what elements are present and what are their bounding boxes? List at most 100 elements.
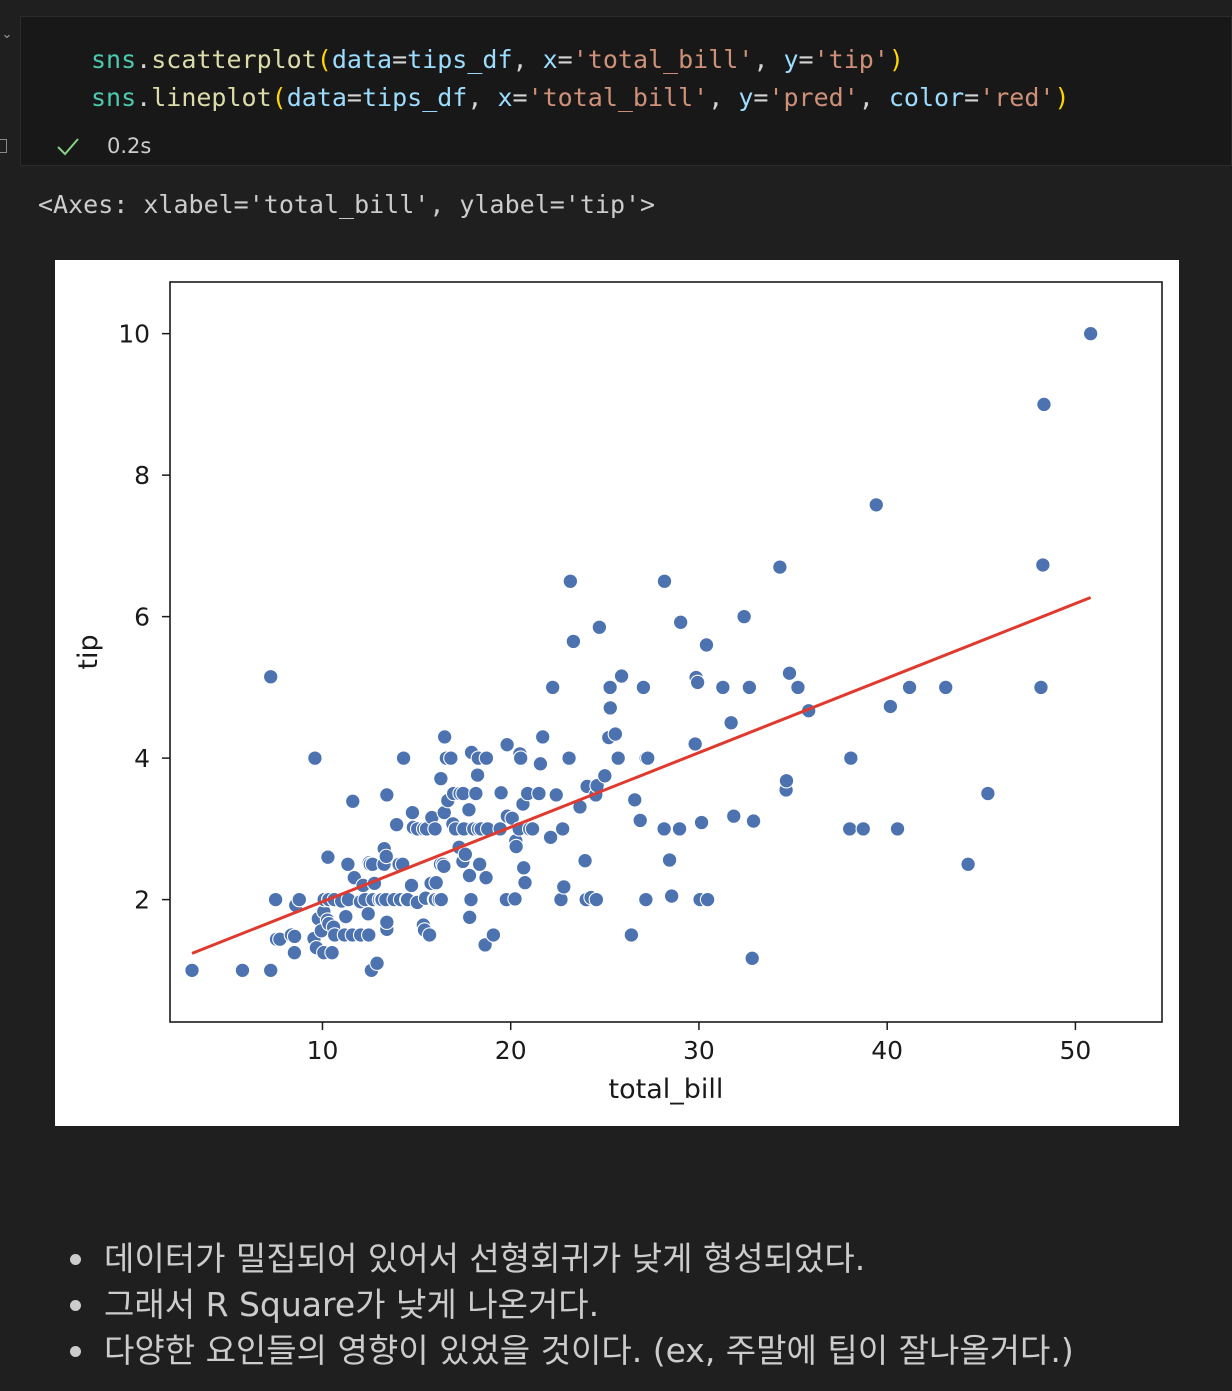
code-line-1: sns.scatterplot(data=tips_df, x='total_b…	[91, 41, 904, 79]
scatter-point	[395, 750, 412, 766]
scatter-point	[632, 812, 648, 829]
scatter-point	[1036, 396, 1052, 413]
code-token: =	[753, 83, 769, 112]
scatter-point	[656, 821, 672, 837]
scatter-point	[565, 633, 582, 650]
scatter-point	[661, 852, 678, 868]
scatter-point	[687, 736, 703, 752]
scatter-point	[778, 773, 795, 789]
collapse-chevron-icon[interactable]: ⌄	[1, 27, 13, 42]
scatter-point	[468, 785, 484, 802]
y-tick-label: 4	[134, 744, 150, 773]
scatter-point	[338, 908, 354, 925]
scatter-point	[960, 856, 976, 872]
scatter-point	[602, 679, 618, 696]
scatter-point	[531, 785, 547, 802]
scatter-point	[548, 787, 565, 803]
scatter-point	[184, 962, 200, 979]
code-token: lineplot	[151, 83, 272, 112]
scatter-point	[781, 665, 798, 681]
scatter-plot: 10 20 30 40 50 2 4 6 8 10 total_bill tip	[55, 260, 1179, 1126]
scatter-point	[262, 669, 279, 685]
scatter-point	[461, 909, 478, 926]
scatter-point	[508, 838, 524, 855]
scatter-point	[1033, 679, 1049, 696]
code-token: tips_df	[361, 83, 468, 112]
scatter-point	[597, 768, 613, 784]
scatter-point	[980, 785, 996, 802]
code-token: y	[738, 83, 754, 112]
scatter-point	[663, 888, 680, 904]
scatter-point	[868, 497, 885, 513]
code-token: =	[512, 83, 528, 112]
scatter-point	[889, 821, 906, 837]
scatter-point	[428, 874, 444, 891]
scatter-point	[433, 770, 449, 787]
scatter-point	[427, 821, 443, 837]
list-item: 데이터가 밀집되어 있어서 선형회귀가 낮게 형성되었다.	[66, 1236, 1074, 1282]
code-token: (	[316, 45, 332, 74]
bullet-dot	[70, 1300, 81, 1311]
scatter-point	[457, 846, 474, 863]
code-token: ,	[753, 45, 784, 74]
scatter-point	[627, 792, 643, 808]
scatter-point	[436, 858, 452, 875]
scatter-point	[556, 879, 572, 895]
code-token: ,	[708, 83, 739, 112]
scatter-point	[379, 787, 395, 803]
chart-svg: 10 20 30 40 50 2 4 6 8 10 total_bill tip	[73, 281, 1163, 1105]
scatter-point	[512, 750, 529, 766]
code-token: y	[783, 45, 799, 74]
x-axis-label: total_bill	[609, 1074, 724, 1105]
x-tick-label: 40	[871, 1036, 903, 1065]
y-tick-label: 6	[134, 603, 150, 632]
scatter-point	[855, 821, 872, 837]
scatter-point	[639, 750, 656, 766]
code-token: =	[557, 45, 573, 74]
y-tick-label: 2	[134, 886, 150, 915]
code-token: =	[964, 83, 980, 112]
y-tick-label: 10	[118, 320, 150, 349]
regression-line	[191, 596, 1092, 955]
code-token: 'total_bill'	[527, 83, 709, 112]
scatter-point	[378, 848, 395, 865]
scatter-point	[388, 816, 405, 833]
code-cell[interactable]: sns.scatterplot(data=tips_df, x='total_b…	[20, 16, 1232, 166]
x-tick-label: 10	[307, 1036, 339, 1065]
scatter-point	[635, 679, 652, 696]
scatter-point	[517, 874, 533, 891]
scatter-point	[478, 750, 495, 766]
execution-status: 0.2s	[55, 131, 151, 161]
scatter-point	[291, 891, 308, 908]
x-tick-label: 20	[495, 1036, 527, 1065]
scatter-point	[286, 928, 303, 945]
scatter-point	[532, 756, 549, 772]
check-icon	[57, 138, 79, 156]
execution-duration: 0.2s	[107, 134, 152, 158]
scatter-point	[553, 891, 569, 908]
scatter-point	[623, 927, 640, 943]
scatter-point	[515, 860, 532, 876]
code-token: scatterplot	[151, 45, 317, 74]
scatter-point	[307, 750, 323, 766]
scatter-point	[461, 802, 477, 818]
y-tick-label: 8	[134, 461, 150, 490]
scatter-point	[588, 891, 605, 908]
output-text: <Axes: xlabel='total_bill', ylabel='tip'…	[38, 190, 656, 219]
scatter-point	[477, 937, 493, 953]
scatter-point	[790, 679, 806, 696]
code-token: x	[497, 83, 513, 112]
scatter-point	[591, 619, 608, 635]
code-token: )	[888, 45, 904, 74]
code-token: .	[136, 45, 152, 74]
code-token: data	[331, 45, 393, 74]
scatter-point	[234, 962, 251, 979]
scatter-point	[741, 679, 758, 696]
scatter-point	[698, 637, 715, 653]
scatter-point	[403, 877, 420, 894]
list-item: 그래서 R Square가 낮게 나온거다.	[66, 1282, 1074, 1328]
scatter-point	[937, 679, 954, 696]
scatter-point	[324, 944, 340, 961]
scatter-point	[607, 726, 624, 742]
code-token: data	[286, 83, 347, 112]
